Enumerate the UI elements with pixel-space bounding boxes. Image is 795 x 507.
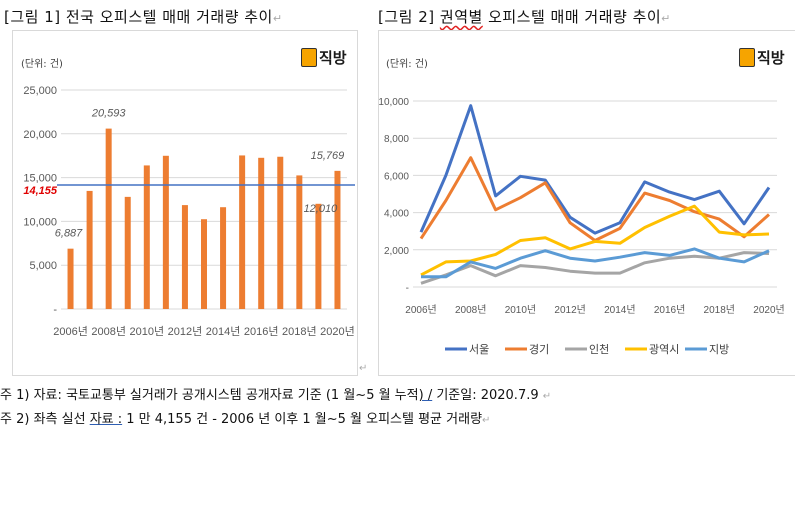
series-line-인천 [420, 251, 770, 285]
data-label: 6,887 [55, 228, 83, 240]
note-1-text: 주 1) 자료: 국토교통부 실거래가 공개시스템 공개자료 기준 (1 월~5… [0, 388, 419, 403]
y-tick-label: 2,000 [384, 246, 409, 257]
bar-2020년 [334, 170, 341, 309]
bar-2006년 [67, 248, 74, 309]
series-line-광역시 [420, 204, 770, 277]
legend-label-인천: 인천 [589, 342, 609, 356]
bar-2012년 [181, 205, 188, 309]
y-tick-label: 20,000 [23, 129, 57, 141]
bar-2009년 [124, 196, 131, 309]
note-1-date: 기준일: 2020.7.9 [432, 388, 543, 403]
x-tick-label: 2012년 [554, 304, 585, 316]
figure2-chart-panel[interactable]: (단위: 건) 직방 - 2,000 4,000 6,000 8,000 10,000 20… [378, 30, 795, 376]
series-line-지방 [421, 247, 770, 279]
bar-2015년 [239, 155, 246, 309]
x-tick-label: 2020년 [753, 304, 784, 316]
data-label: 20,593 [91, 108, 127, 120]
data-label: 15,769 [311, 150, 345, 162]
zigbang-logo: 직방 [739, 47, 785, 68]
x-tick-label: 2012년 [168, 325, 203, 338]
note-1-underlined: ) / [418, 388, 433, 403]
x-tick-label: 2016년 [244, 325, 279, 338]
y-tick-label: 4,000 [384, 209, 409, 220]
bar-2010년 [143, 165, 150, 309]
x-tick-label: 2018년 [704, 304, 735, 316]
y-tick-label: 25,000 [23, 85, 57, 97]
figure2-title-prefix: [그림 2] [378, 8, 440, 26]
legend-label-지방: 지방 [709, 343, 729, 356]
logo-text: 직방 [757, 49, 785, 67]
y-tick-label: 10,000 [23, 216, 57, 228]
x-tick-label: 2020년 [320, 325, 355, 338]
x-tick-label: 2010년 [130, 325, 165, 338]
paragraph-mark: ↵ [359, 363, 368, 374]
note-2-underlined: 자료 : [89, 412, 123, 427]
data-label: 12,010 [304, 203, 339, 215]
house-icon [739, 48, 755, 67]
x-tick-label: 2016년 [654, 304, 685, 316]
y-tick-label: 8,000 [384, 134, 409, 145]
x-tick-label: 2008년 [91, 325, 126, 338]
bar-2018년 [296, 175, 303, 309]
bar-2008년 [105, 128, 112, 309]
unit-label: (단위: 건) [386, 59, 428, 70]
legend-label-광역시: 광역시 [649, 343, 679, 356]
figure2-title-suffix: 오피스텔 매매 거래량 추이 [482, 8, 662, 26]
y-tick-label: 15,000 [23, 173, 57, 185]
bar-2014년 [220, 207, 227, 309]
y-tick-label: 5,000 [29, 260, 57, 272]
x-tick-label: 2008년 [455, 304, 486, 316]
paragraph-mark: ↵ [542, 391, 552, 402]
paragraph-mark: ↵ [661, 12, 671, 25]
note-1: 주 1) 자료: 국토교통부 실거래가 공개시스템 공개자료 기준 (1 월~5… [0, 384, 551, 403]
bar-2011년 [162, 155, 169, 309]
zigbang-logo: 직방 [301, 47, 347, 68]
unit-label: (단위: 건) [21, 59, 63, 70]
x-tick-label: 2010년 [505, 304, 536, 316]
paragraph-mark: ↵ [272, 12, 283, 25]
x-tick-label: 2006년 [53, 325, 88, 338]
bar-chart: - 5,000 10,000 15,000 20,000 25,000 14,155 6,88… [23, 85, 355, 338]
bar-2019년 [315, 203, 322, 309]
y-tick-label: 6,000 [384, 171, 409, 182]
series-line-서울 [419, 104, 771, 235]
bar-2017년 [277, 156, 284, 309]
bar-2016년 [258, 157, 265, 309]
house-icon [301, 48, 317, 67]
note-2-text: 주 2) 좌측 실선 [0, 412, 90, 427]
paragraph-mark: ↵ [482, 415, 491, 426]
logo-text: 직방 [319, 49, 347, 67]
x-tick-label: 2014년 [206, 325, 241, 338]
figure1-chart-panel[interactable]: (단위: 건) 직방 - 5,000 10,000 15,000 20,000 25,00… [12, 30, 358, 376]
average-reference-label: 14,155 [23, 185, 58, 197]
bar-2007년 [86, 190, 93, 309]
figure1-title-text: [그림 1] 전국 오피스텔 매매 거래량 추이 [4, 8, 273, 26]
line-chart: - 2,000 4,000 6,000 8,000 10,000 2006년 2008년 201… [379, 97, 785, 356]
figure1-title: [그림 1] 전국 오피스텔 매매 거래량 추이↵ [4, 6, 283, 27]
x-tick-label: 2006년 [405, 304, 436, 316]
spellcheck-underlined-word[interactable]: 권역별 [439, 8, 483, 26]
figure2-title: [그림 2] 권역별 오피스텔 매매 거래량 추이↵ [378, 6, 671, 27]
y-tick-label: 10,000 [379, 97, 409, 108]
legend-label-서울: 서울 [469, 343, 489, 356]
y-tick-label: - [406, 283, 409, 294]
note-2: 주 2) 좌측 실선 자료 : 1 만 4,155 건 - 2006 년 이후 … [0, 408, 490, 427]
y-tick-label: - [53, 304, 57, 316]
note-2-description: 1 만 4,155 건 - 2006 년 이후 1 월~5 월 오피스텔 평균 … [122, 412, 483, 427]
x-tick-label: 2014년 [604, 304, 635, 316]
legend-label-경기: 경기 [529, 343, 549, 356]
x-tick-label: 2018년 [282, 325, 317, 338]
bar-2013년 [201, 219, 207, 309]
